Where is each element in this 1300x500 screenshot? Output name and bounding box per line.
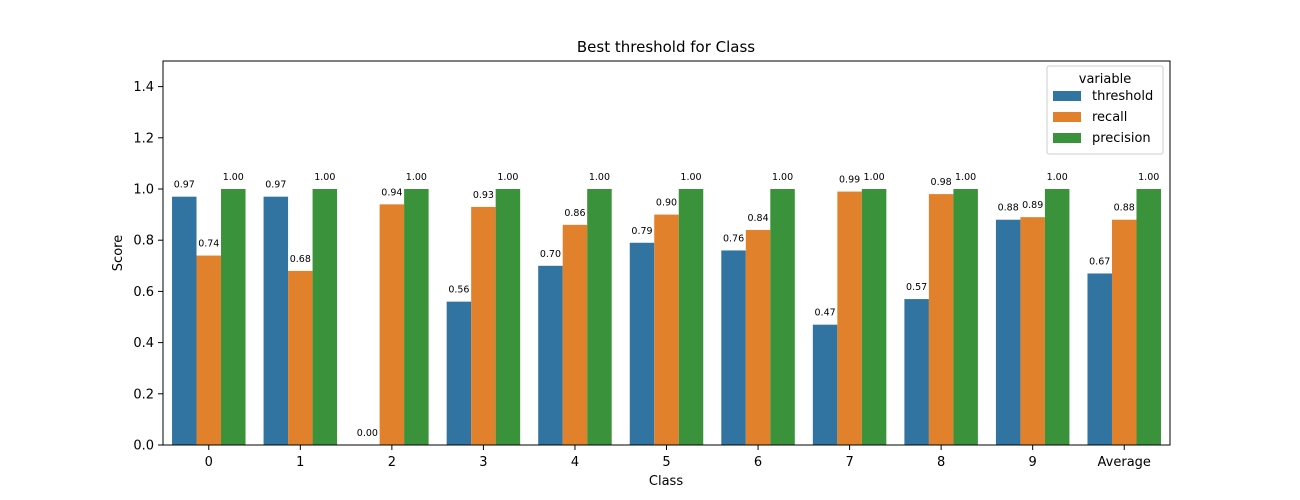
y-tick-label: 0.4: [133, 336, 154, 351]
legend-frame: [1046, 65, 1164, 155]
bar-precision-2: [404, 189, 429, 445]
value-label-precision-6: 1.00: [772, 172, 793, 183]
value-label-precision-4: 1.00: [589, 172, 610, 183]
bar-recall-1: [288, 270, 313, 445]
value-label-precision-1: 1.00: [314, 172, 335, 183]
bar-precision-0: [221, 189, 246, 445]
value-label-threshold-8: 0.57: [906, 282, 927, 293]
value-label-recall-9: 0.89: [1022, 200, 1043, 211]
bar-threshold-8: [904, 299, 929, 445]
value-label-precision-8: 1.00: [955, 172, 976, 183]
bar-threshold-9: [995, 219, 1021, 445]
value-label-threshold-7: 0.47: [815, 308, 836, 319]
y-tick-label: 0.0: [133, 439, 154, 454]
legend-title: variable: [1079, 72, 1131, 87]
plot-area: 0.97 0.970.000.560.700.790.760.470.570.88…: [133, 60, 1171, 470]
x-tick-label: 2: [388, 455, 396, 470]
bar-recall-5: [654, 214, 679, 445]
value-label-threshold-2: 0.00: [357, 428, 378, 439]
y-tick-label: 1.4: [133, 80, 154, 95]
bar-recall-8: [928, 194, 954, 445]
value-label-recall-1: 0.68: [290, 254, 311, 265]
bar-recall-0: [196, 255, 222, 445]
legend-swatch-recall: [1053, 112, 1081, 122]
bar-precision-4: [587, 189, 612, 445]
bar-recall-7: [837, 191, 862, 445]
x-tick-label: Average: [1098, 455, 1151, 470]
value-label-precision-0: 1.00: [223, 172, 244, 183]
x-tick-label: 8: [937, 455, 945, 470]
bar-precision-5: [678, 189, 704, 445]
value-label-recall-2: 0.94: [381, 187, 402, 198]
value-label-threshold-Average: 0.67: [1089, 256, 1110, 267]
legend-label-precision: precision: [1092, 131, 1151, 146]
legend: variable threshold recall precision: [1046, 65, 1164, 155]
x-tick-label: 5: [662, 455, 670, 470]
bar-threshold-5: [629, 242, 655, 445]
y-tick-label: 0.6: [133, 285, 154, 300]
y-tick-label: 0.2: [133, 387, 154, 402]
bar-threshold-1: [263, 196, 289, 445]
bar-threshold-7: [812, 324, 838, 445]
bar-recall-4: [562, 224, 588, 445]
legend-label-threshold: threshold: [1092, 89, 1153, 104]
value-label-recall-6: 0.84: [747, 213, 768, 224]
value-label-recall-8: 0.98: [931, 177, 952, 188]
bar-precision-Average: [1136, 189, 1161, 445]
bar-precision-3: [495, 189, 521, 445]
x-axis-title: Class: [649, 474, 683, 489]
x-tick-label: 0: [205, 455, 213, 470]
value-label-precision-5: 1.00: [680, 172, 701, 183]
value-label-threshold-6: 0.76: [723, 233, 744, 244]
value-label-threshold-3: 0.56: [448, 285, 469, 296]
value-label-recall-7: 0.99: [839, 175, 860, 186]
value-label-recall-5: 0.90: [656, 198, 677, 209]
value-label-threshold-0: 0.97: [174, 180, 195, 191]
bar-threshold-Average: [1087, 273, 1112, 445]
value-label-precision-9: 1.00: [1047, 172, 1068, 183]
value-label-threshold-5: 0.79: [631, 226, 652, 237]
value-label-recall-Average: 0.88: [1114, 203, 1135, 214]
bar-precision-9: [1044, 189, 1070, 445]
value-label-precision-7: 1.00: [864, 172, 885, 183]
legend-label-recall: recall: [1092, 110, 1127, 125]
bar-precision-7: [861, 189, 887, 445]
bar-recall-6: [745, 229, 771, 445]
chart-title: Best threshold for Class: [577, 38, 755, 56]
value-label-recall-4: 0.86: [564, 208, 585, 219]
legend-swatch-precision: [1053, 133, 1081, 143]
x-tick-label: 4: [571, 455, 579, 470]
y-tick-label: 0.8: [133, 234, 154, 249]
value-label-threshold-1: 0.97: [265, 180, 286, 191]
y-tick-label: 1.2: [133, 131, 154, 146]
bar-threshold-0: [172, 196, 197, 445]
value-label-precision-Average: 1.00: [1138, 172, 1159, 183]
value-label-recall-3: 0.93: [473, 190, 494, 201]
bar-threshold-3: [446, 301, 472, 445]
bar-precision-8: [953, 189, 978, 445]
bar-precision-6: [770, 189, 795, 445]
value-label-precision-3: 1.00: [497, 172, 518, 183]
bar-precision-1: [312, 189, 338, 445]
value-label-recall-0: 0.74: [198, 239, 219, 250]
value-label-threshold-4: 0.70: [540, 249, 561, 260]
y-axis-title: Score: [111, 235, 126, 271]
value-label-precision-2: 1.00: [406, 172, 427, 183]
y-tick-label: 1.0: [133, 183, 154, 198]
x-tick-label: 7: [845, 455, 853, 470]
bar-recall-3: [471, 206, 496, 445]
bar-recall-9: [1020, 217, 1045, 445]
bar-threshold-6: [721, 250, 746, 445]
x-tick-label: 3: [479, 455, 487, 470]
bar-recall-2: [379, 204, 405, 445]
x-tick-label: 1: [296, 455, 304, 470]
legend-swatch-threshold: [1053, 91, 1081, 101]
value-label-threshold-9: 0.88: [998, 203, 1019, 214]
x-tick-label: 6: [754, 455, 762, 470]
bar-recall-Average: [1111, 219, 1137, 445]
x-tick-label: 9: [1029, 455, 1037, 470]
bar-threshold-4: [538, 265, 563, 445]
